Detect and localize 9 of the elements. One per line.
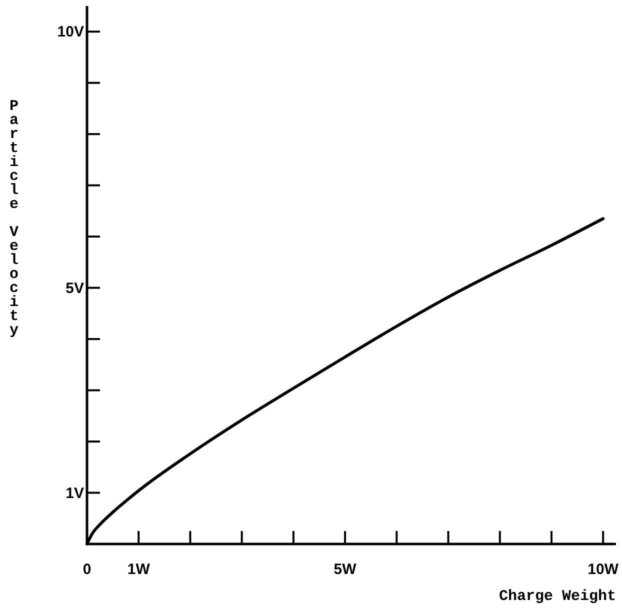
text: Particle Velocity bbox=[9, 98, 19, 339]
y-tick-label: 5V bbox=[66, 280, 84, 297]
x-tick-label: 0 bbox=[82, 561, 92, 578]
x-tick-label: 5W bbox=[334, 561, 358, 578]
y-tick-label: 10V bbox=[57, 24, 84, 41]
x-tick-label: 10W bbox=[588, 561, 620, 578]
x-tick-label: 1W bbox=[127, 561, 151, 578]
y-tick-label: 1V bbox=[66, 484, 84, 502]
x-axis-title: Charge Weight bbox=[498, 588, 616, 605]
